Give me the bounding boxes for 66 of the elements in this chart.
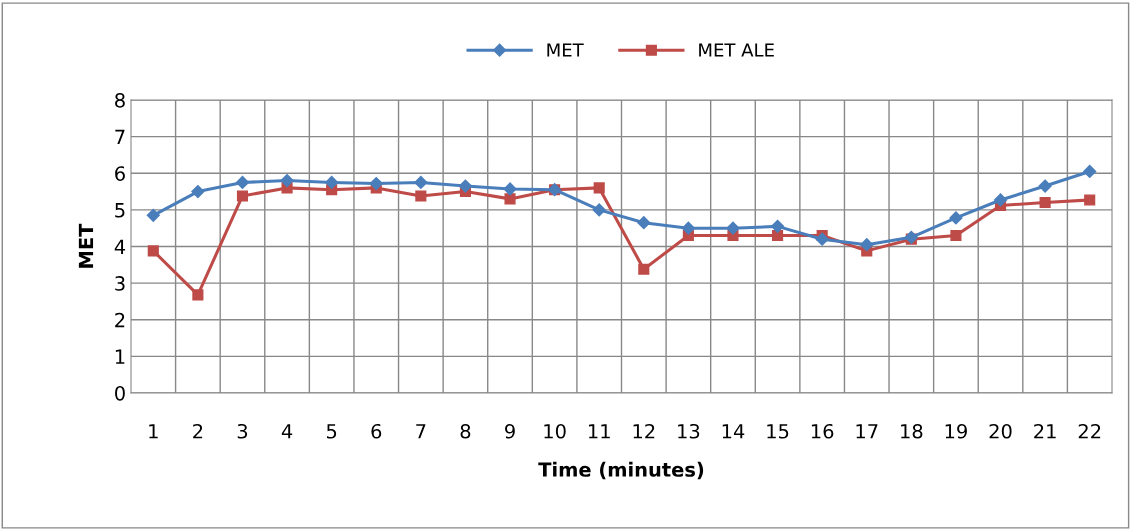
point: [236, 190, 249, 202]
x-tick-label: 4: [281, 424, 293, 439]
x-tick-label: 13: [678, 423, 700, 439]
x-tick-label: 20: [989, 423, 1012, 439]
x-tick-label: 19: [945, 423, 967, 439]
x-tick-label: 9: [505, 423, 515, 439]
y-tick-label: 4: [114, 239, 126, 254]
x-tick-label: 3: [237, 423, 248, 439]
y-tick-label: 7: [115, 129, 125, 145]
x-tick-label: 11: [588, 424, 610, 439]
x-tick-label: 7: [416, 424, 426, 439]
point: [637, 216, 651, 230]
y-tick-label: 3: [115, 276, 125, 291]
x-tick-label: 14: [722, 424, 745, 439]
point: [235, 175, 250, 189]
point: [147, 245, 159, 257]
point: [414, 175, 428, 189]
point: [458, 179, 473, 193]
point: [860, 238, 874, 252]
point: [950, 229, 962, 242]
x-tick-label: 18: [901, 423, 923, 439]
x-tick-label: 10: [544, 423, 566, 439]
x-tick-label: 15: [767, 424, 789, 439]
y-axis-title: MET: [78, 223, 94, 268]
point: [325, 175, 339, 189]
point: [949, 211, 963, 225]
point: [592, 203, 606, 217]
x-tick-label: 5: [326, 424, 337, 439]
legend-label: MET: [547, 43, 584, 57]
point: [681, 221, 695, 235]
point: [369, 176, 383, 191]
y-tick-label: 2: [115, 312, 125, 328]
x-tick-label: 8: [460, 423, 471, 439]
point: [726, 221, 740, 235]
point: [993, 193, 1008, 207]
x-tick-label: 21: [1034, 423, 1056, 439]
legend-label: MET ALE: [699, 43, 774, 57]
point: [192, 289, 204, 301]
x-tick-label: 17: [856, 424, 878, 439]
y-tick-label: 8: [115, 92, 125, 108]
point: [815, 232, 829, 246]
point: [593, 182, 605, 194]
point: [1084, 194, 1096, 206]
x-tick-label: 2: [193, 423, 203, 439]
point: [1083, 164, 1097, 179]
point: [1038, 179, 1052, 193]
point: [503, 182, 517, 196]
y-tick-label: 1: [115, 349, 125, 364]
point: [772, 229, 784, 242]
y-tick-label: 6: [115, 166, 125, 181]
y-tick-label: 5: [115, 203, 125, 218]
x-tick-label: 22: [1078, 423, 1101, 439]
y-tick-label: 0: [115, 385, 125, 401]
x-tick-label: 12: [633, 423, 655, 439]
point: [1039, 196, 1051, 209]
x-tick-label: 16: [811, 423, 834, 439]
point: [504, 193, 516, 205]
point: [415, 190, 427, 202]
point: [191, 184, 205, 199]
point: [280, 173, 294, 188]
point: [146, 208, 160, 222]
x-tick-label: 6: [371, 423, 382, 439]
x-axis-title: Time (minutes): [538, 461, 704, 480]
point: [770, 219, 785, 233]
x-tick-label: 1: [149, 424, 158, 439]
point: [638, 263, 650, 275]
